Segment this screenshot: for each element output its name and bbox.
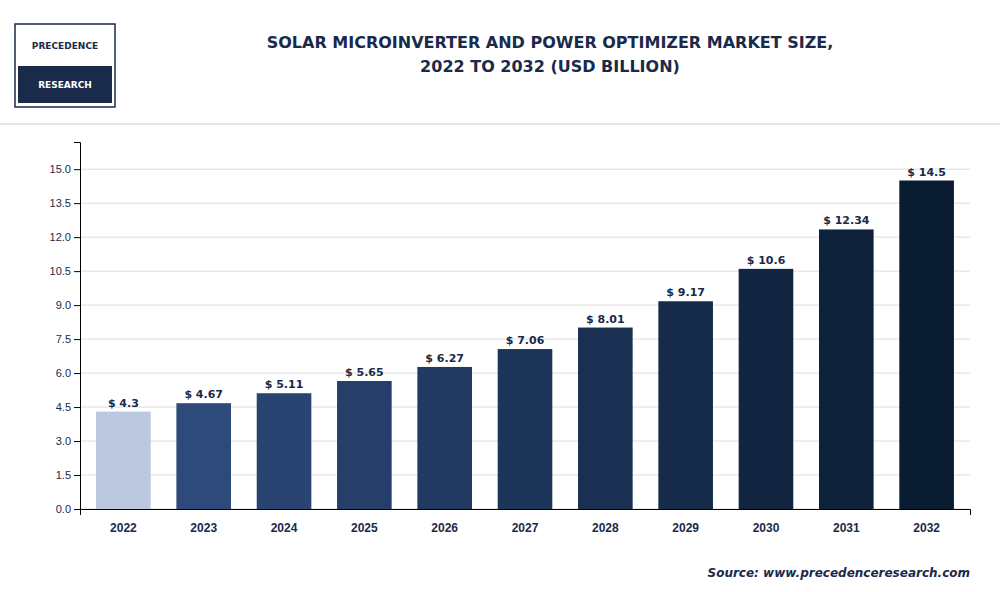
y-tick-mark (74, 169, 80, 170)
y-tick: 12.0 (50, 231, 80, 243)
y-tick-mark (74, 509, 80, 510)
logo-text: RESEARCH (38, 80, 92, 90)
x-tick-label: 2027 (512, 521, 539, 535)
y-tick: 15.0 (50, 163, 80, 175)
y-tick-mark (74, 373, 80, 374)
x-tick: 2025 (351, 521, 378, 535)
x-tick-label: 2028 (592, 521, 619, 535)
y-tick-mark (74, 441, 80, 442)
data-label: $ 5.11 (265, 378, 304, 391)
y-tick-mark (74, 271, 80, 272)
bars (96, 181, 954, 509)
bar (739, 269, 794, 509)
x-tick-label: 2030 (753, 521, 780, 535)
y-tick: 1.5 (56, 469, 80, 481)
x-tick: 2027 (512, 521, 539, 535)
divider (0, 124, 1000, 125)
bar (899, 181, 954, 509)
title-line: SOLAR MICROINVERTER AND POWER OPTIMIZER … (267, 33, 834, 52)
y-tick-mark (74, 203, 80, 204)
x-tick: 2023 (190, 521, 217, 535)
data-label: $ 6.27 (425, 352, 464, 365)
x-tick: 2026 (431, 521, 458, 535)
logo-frame (15, 24, 115, 107)
y-tick-label: 4.5 (56, 401, 71, 413)
logo: PRECEDENCE RESEARCH (15, 24, 115, 107)
x-tick-label: 2029 (672, 521, 699, 535)
x-tick-label: 2026 (431, 521, 458, 535)
plot: $ 4.3 $ 4.67 $ 5.11 $ 5.65 $ 6.27 $ 7.06 $ 8.0… (50, 143, 971, 536)
y-tick-label: 7.5 (56, 333, 71, 345)
y-tick-label: 1.5 (56, 469, 71, 481)
y-tick-label: 15.0 (50, 163, 71, 175)
data-label: $ 10.6 (747, 254, 786, 267)
data-label: $ 12.34 (823, 214, 870, 227)
y-tick-mark (74, 339, 80, 340)
y-tick-mark (74, 305, 80, 306)
y-tick-label: 6.0 (56, 367, 71, 379)
y-tick-label: 9.0 (56, 299, 71, 311)
y-axis: 0.0 1.5 3.0 4.5 6.0 7.5 9.0 10.5 12.0 13.5 15.0 (50, 143, 81, 516)
bar (96, 412, 151, 509)
title: SOLAR MICROINVERTER AND POWER OPTIMIZER … (267, 33, 834, 76)
y-tick-label: 13.5 (50, 197, 71, 209)
x-tick: 2028 (592, 521, 619, 535)
y-tick: 13.5 (50, 197, 80, 209)
x-tick: 2032 (913, 521, 940, 535)
bar (417, 367, 472, 509)
bar (658, 301, 713, 509)
chart: PRECEDENCE RESEARCH SOLAR MICROINVERTER AN… (0, 0, 1000, 592)
y-tick-mark (74, 475, 80, 476)
data-label: $ 4.3 (108, 397, 139, 410)
data-labels: $ 4.3 $ 4.67 $ 5.11 $ 5.65 $ 6.27 $ 7.06 $ 8.0… (108, 166, 946, 410)
bar (337, 381, 392, 509)
grid (80, 169, 970, 509)
bar (257, 393, 312, 509)
data-label: $ 4.67 (184, 388, 223, 401)
y-tick-mark (74, 237, 80, 238)
data-label: $ 14.5 (907, 166, 946, 179)
y-tick: 7.5 (56, 333, 80, 345)
x-tick: 2024 (271, 521, 298, 535)
y-tick-label: 3.0 (56, 435, 71, 447)
data-label: $ 7.06 (506, 334, 545, 347)
source: Source: www.precedenceresearch.com (708, 566, 970, 580)
grid-line (80, 203, 970, 204)
y-tick: 0.0 (56, 503, 80, 515)
y-axis-line (74, 143, 81, 510)
y-tick-label: 10.5 (50, 265, 71, 277)
y-tick-label: 12.0 (50, 231, 71, 243)
bar (819, 229, 874, 509)
y-tick-label: 0.0 (56, 503, 71, 515)
x-tick-label: 2024 (271, 521, 298, 535)
y-tick-mark (74, 407, 80, 408)
data-label: $ 5.65 (345, 366, 384, 379)
y-tick: 4.5 (56, 401, 80, 413)
x-tick-label: 2023 (190, 521, 217, 535)
logo-text: PRECEDENCE (32, 41, 98, 51)
title-line: 2022 TO 2032 (USD BILLION) (420, 57, 680, 76)
x-tick-label: 2025 (351, 521, 378, 535)
bar (498, 349, 553, 509)
bar (578, 328, 633, 509)
x-tick: 2031 (833, 521, 860, 535)
x-axis-line (81, 510, 971, 516)
x-tick-label: 2031 (833, 521, 860, 535)
y-tick: 3.0 (56, 435, 80, 447)
y-tick: 9.0 (56, 299, 80, 311)
y-tick: 10.5 (50, 265, 80, 277)
x-tick: 2029 (672, 521, 699, 535)
data-label: $ 8.01 (586, 313, 625, 326)
x-tick-label: 2022 (110, 521, 137, 535)
grid-line (80, 169, 970, 170)
bar (176, 403, 231, 509)
data-label: $ 9.17 (666, 286, 705, 299)
x-tick: 2030 (753, 521, 780, 535)
logo-band (18, 66, 112, 103)
x-axis: 2022 2023 2024 2025 2026 2027 2028 2029 2030 2031… (81, 510, 971, 536)
x-tick-label: 2032 (913, 521, 940, 535)
y-tick: 6.0 (56, 367, 80, 379)
x-tick: 2022 (110, 521, 137, 535)
